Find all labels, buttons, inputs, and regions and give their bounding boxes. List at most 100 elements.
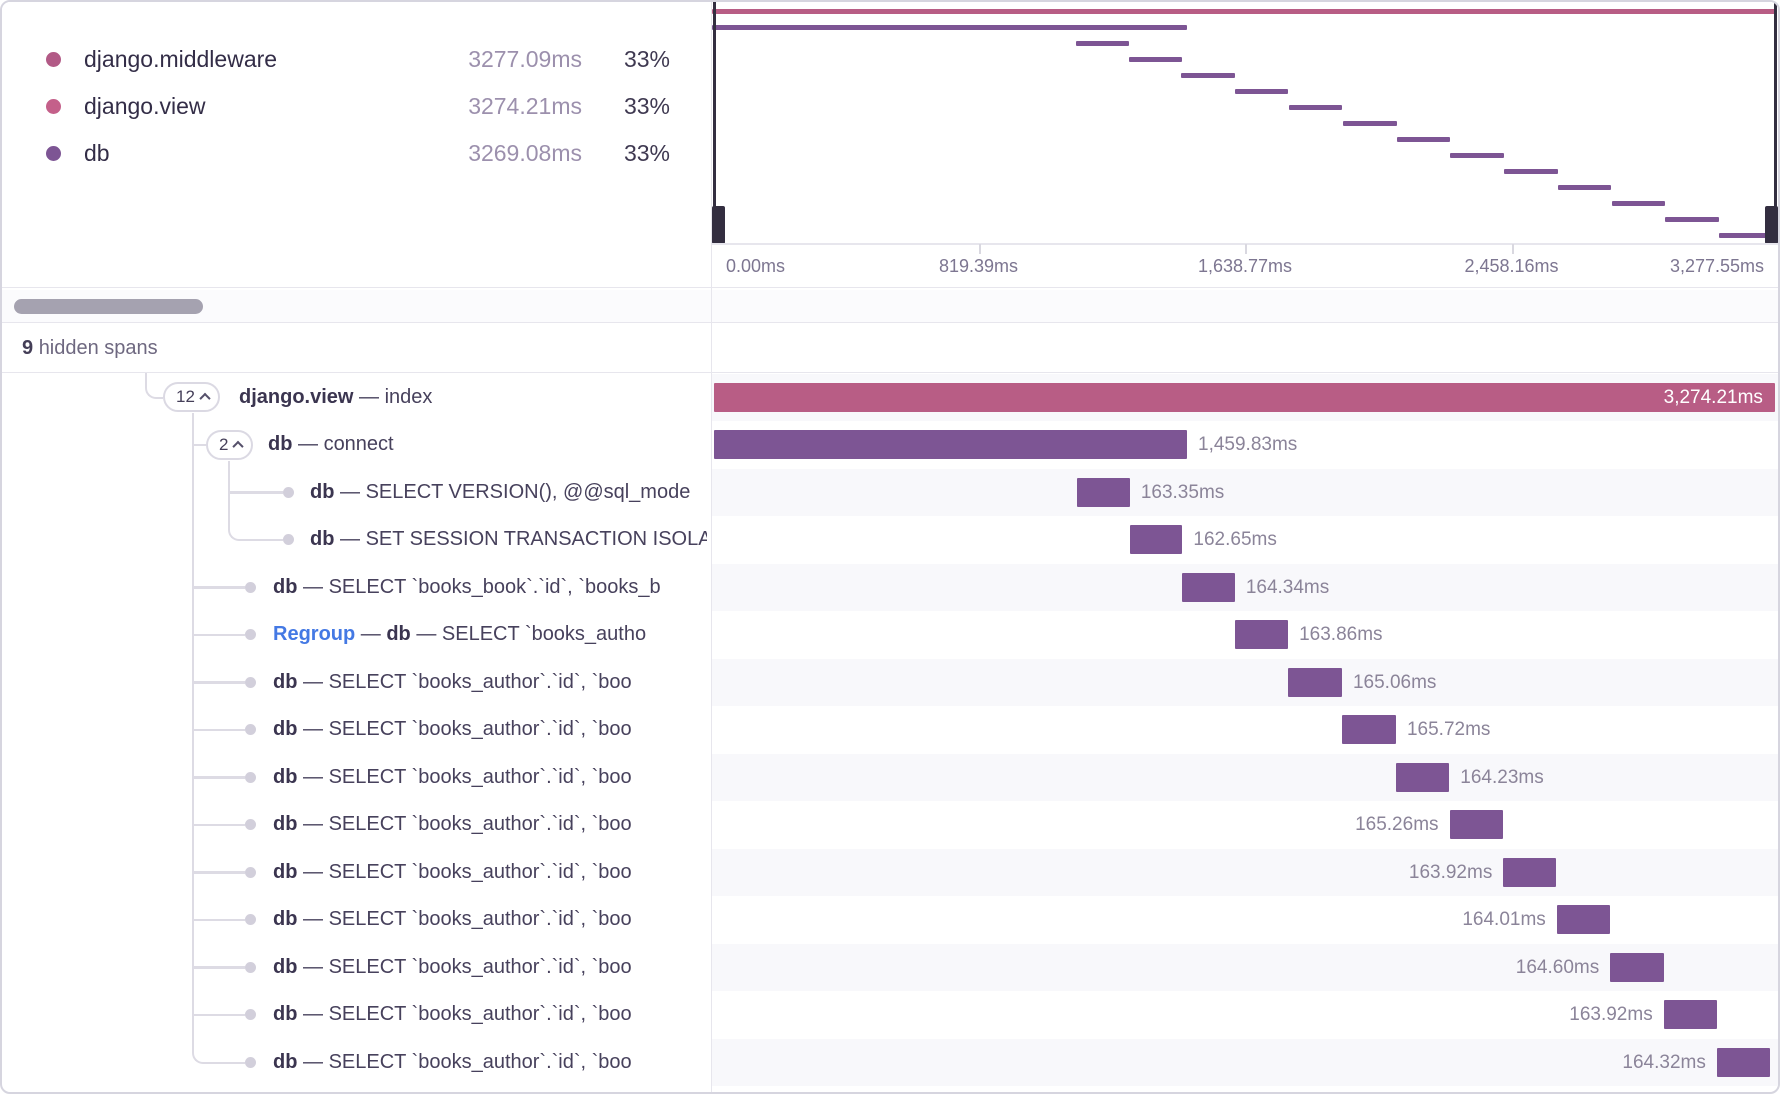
- span-row[interactable]: db — SELECT `books_author`.`id`, `boo 165…: [2, 706, 1778, 754]
- span-operation: db: [386, 623, 411, 645]
- span-label: Regroup — db — SELECT `books_autho: [273, 623, 647, 645]
- span-label: django.view — index: [239, 385, 433, 408]
- legend-item[interactable]: db 3269.08ms 33%: [46, 130, 670, 177]
- span-label: db — SELECT `books_author`.`id`, `boo: [273, 955, 632, 978]
- span-bar[interactable]: [714, 430, 1188, 459]
- span-row[interactable]: db — SELECT `books_author`.`id`, `boo 163…: [2, 991, 1778, 1039]
- span-operation: db: [273, 860, 298, 883]
- span-dot-icon: [245, 581, 256, 593]
- legend-total-time: 3277.09ms: [468, 46, 582, 72]
- horizontal-scrollbar[interactable]: [2, 289, 1778, 323]
- span-bar[interactable]: [1396, 762, 1450, 792]
- minimap-span-bar: [1288, 105, 1343, 110]
- span-dot-icon: [245, 771, 256, 783]
- span-label: db — SELECT `books_author`.`id`, `boo: [273, 1003, 632, 1025]
- minimap-span-bar: [1076, 41, 1130, 46]
- legend-color-dot-icon: [46, 52, 61, 67]
- minimap-handle-right[interactable]: [1765, 206, 1778, 244]
- panel-divider[interactable]: [710, 2, 712, 1092]
- span-bar-cell: 164.23ms: [714, 754, 1776, 802]
- span-duration: 164.32ms: [1622, 1051, 1706, 1073]
- scrollbar-thumb[interactable]: [14, 298, 203, 314]
- span-row[interactable]: django.view — index 12 3,274.21ms: [2, 373, 1778, 421]
- minimap-span-bar: [712, 9, 1777, 14]
- axis-tick-label: 3,277.55ms: [1669, 256, 1764, 276]
- span-dot-icon: [245, 819, 256, 831]
- hidden-spans-count: 9: [22, 337, 34, 359]
- span-row[interactable]: db — SELECT VERSION(), @@sql_mode 163.35m…: [2, 468, 1778, 516]
- span-operation: db: [310, 480, 335, 503]
- legend-item[interactable]: django.view 3274.21ms 33%: [46, 83, 670, 130]
- span-bar[interactable]: [1663, 1000, 1717, 1029]
- span-bar[interactable]: [1235, 620, 1289, 649]
- legend-total-time: 3269.08ms: [468, 140, 582, 166]
- legend-item[interactable]: django.middleware 3277.09ms 33%: [46, 36, 670, 83]
- span-dot-icon: [245, 961, 256, 973]
- span-bar[interactable]: [714, 382, 1775, 412]
- span-operation: db: [273, 670, 298, 693]
- row-stripe: [712, 848, 1778, 896]
- span-bar[interactable]: [1716, 1047, 1771, 1077]
- span-row[interactable]: db — SELECT `books_author`.`id`, `boo 165…: [2, 658, 1778, 706]
- span-duration: 165.26ms: [1355, 814, 1439, 835]
- span-label: db — SELECT `books_author`.`id`, `boo: [273, 813, 632, 835]
- span-bar-cell: 165.26ms: [714, 801, 1776, 849]
- legend-color-dot-icon: [46, 146, 61, 161]
- minimap-span-bar: [1396, 137, 1451, 142]
- span-bar[interactable]: [1129, 525, 1183, 554]
- span-row[interactable]: db — SELECT `books_author`.`id`, `boo 163…: [2, 848, 1778, 896]
- span-label: db — SELECT `books_author`.`id`, `boo: [273, 718, 632, 740]
- minimap-span-bar: [1450, 153, 1505, 158]
- axis-tick: [1511, 244, 1514, 254]
- span-row[interactable]: db — SELECT `books_author`.`id`, `boo 164…: [2, 943, 1778, 991]
- span-row[interactable]: db — SELECT `books_author`.`id`, `boo 164…: [2, 753, 1778, 802]
- minimap-span-bar: [1234, 89, 1289, 94]
- minimap-handle-left[interactable]: [712, 206, 725, 244]
- tree-connector-line: [192, 823, 245, 826]
- span-detail: SELECT `books_author`.`id`, `boo: [328, 670, 632, 693]
- span-bar[interactable]: [1076, 477, 1130, 507]
- row-stripe: [712, 658, 1778, 706]
- row-stripe: [712, 1038, 1778, 1086]
- span-detail: SELECT `books_author`.`id`, `boo: [328, 955, 632, 978]
- span-bar[interactable]: [1503, 857, 1557, 887]
- tree-connector-line: [192, 918, 245, 921]
- span-bar[interactable]: [1288, 667, 1342, 697]
- span-duration: 164.60ms: [1515, 956, 1600, 978]
- span-row[interactable]: db — SELECT `books_author`.`id`, `boo 164…: [2, 896, 1778, 944]
- trace-minimap[interactable]: [712, 2, 1778, 244]
- span-label: db — connect: [268, 433, 394, 455]
- span-row[interactable]: db — connect 2 1,459.83ms: [2, 421, 1778, 469]
- row-stripe: [712, 563, 1778, 611]
- span-operation: db: [273, 908, 298, 930]
- span-row[interactable]: db — SET SESSION TRANSACTION ISOLATION 16…: [2, 516, 1778, 564]
- span-detail: connect: [323, 433, 394, 455]
- minimap-range-edge-right: [1774, 2, 1777, 244]
- span-bar[interactable]: [1556, 905, 1610, 934]
- span-row[interactable]: db — SELECT `books_author`.`id`, `boo 165…: [2, 801, 1778, 849]
- span-detail: SELECT `books_author`.`id`, `boo: [328, 1003, 632, 1025]
- span-row[interactable]: db — SELECT `books_book`.`id`, `books_b 1…: [2, 563, 1778, 611]
- span-label: db — SELECT `books_author`.`id`, `boo: [273, 670, 632, 693]
- span-bar[interactable]: [1449, 810, 1504, 839]
- span-link[interactable]: Regroup: [273, 623, 356, 645]
- span-operation: db: [273, 1050, 298, 1073]
- span-operation: db: [273, 718, 298, 740]
- row-stripe: [712, 753, 1778, 801]
- minimap-span-bar: [1611, 201, 1666, 206]
- minimap-span-bar: [1665, 217, 1719, 222]
- span-dot-icon: [283, 486, 294, 498]
- span-duration: 163.92ms: [1408, 861, 1493, 883]
- hidden-spans-row[interactable]: 9 hidden spans: [2, 324, 1778, 373]
- span-row[interactable]: Regroup — db — SELECT `books_autho 163.86…: [2, 611, 1778, 659]
- span-type-legend: django.middleware 3277.09ms 33% django.view…: [2, 2, 712, 288]
- collapse-badge[interactable]: 2: [206, 429, 254, 460]
- span-row[interactable]: db — SELECT `books_author`.`id`, `boo 164…: [2, 1038, 1778, 1086]
- collapse-badge[interactable]: 12: [163, 382, 220, 413]
- span-bar[interactable]: [1342, 715, 1396, 744]
- minimap-span-bar: [1129, 57, 1183, 62]
- span-bar[interactable]: [1610, 952, 1664, 982]
- legend-percent: 33%: [623, 93, 670, 119]
- span-bar[interactable]: [1181, 572, 1235, 602]
